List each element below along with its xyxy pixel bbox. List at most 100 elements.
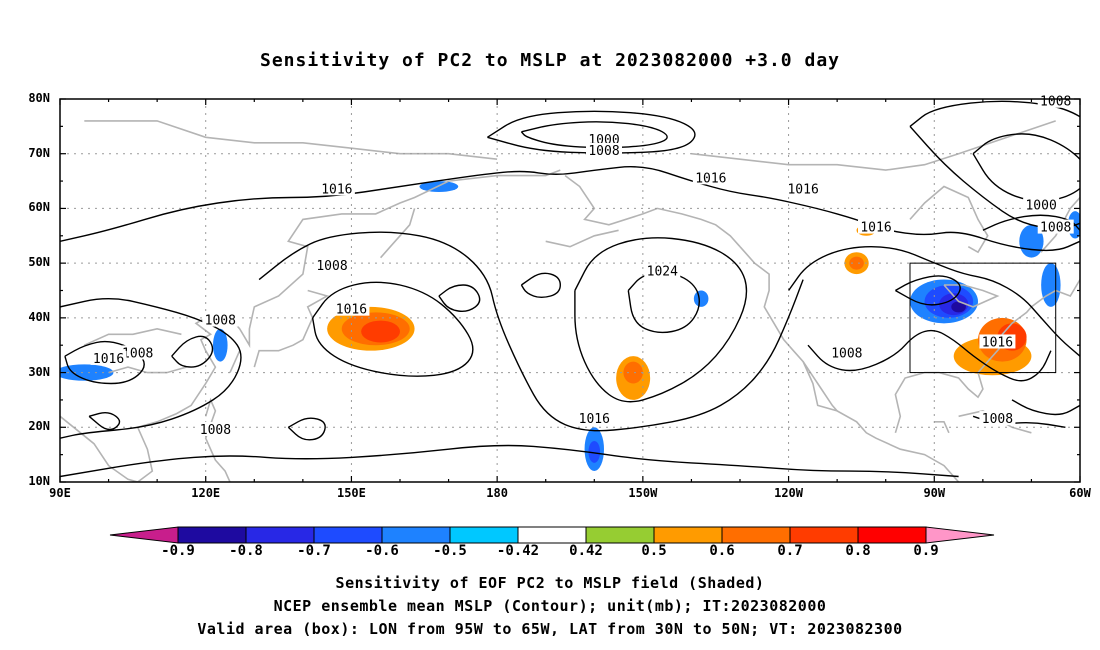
colorbar-min-arrow bbox=[109, 526, 179, 544]
colorbar-box bbox=[177, 526, 247, 544]
contour-label: 1008 bbox=[831, 346, 862, 361]
lat-label: 50N bbox=[28, 255, 50, 270]
isobar-contour bbox=[438, 284, 481, 312]
coastline bbox=[253, 289, 330, 368]
coastline bbox=[564, 174, 741, 248]
colorbar bbox=[109, 526, 995, 544]
contour-label-bg bbox=[333, 301, 370, 316]
isobar-contour bbox=[895, 275, 961, 306]
isobar-contour bbox=[788, 245, 1080, 357]
isobar-contour bbox=[60, 166, 1080, 252]
colorbar-box bbox=[517, 526, 587, 544]
colorbar-tick-label: -0.7 bbox=[297, 543, 331, 559]
lon-label: 150E bbox=[336, 486, 366, 500]
colorbar-tick-label: 0.7 bbox=[777, 543, 803, 559]
lon-label: 120E bbox=[191, 486, 221, 500]
shaded-region bbox=[849, 256, 864, 270]
colorbar-max-arrow bbox=[925, 526, 995, 544]
coastline bbox=[943, 284, 1000, 308]
colorbar-box bbox=[857, 526, 927, 544]
colorbar-tick-label: -0.6 bbox=[365, 543, 399, 559]
contour-label-bg bbox=[979, 411, 1016, 426]
lat-label: 80N bbox=[28, 91, 50, 105]
isobar-contour bbox=[520, 121, 668, 149]
lon-label: 150W bbox=[628, 486, 658, 500]
colorbar-tick-label: -0.5 bbox=[433, 543, 467, 559]
contour-label: 1008 bbox=[982, 412, 1013, 427]
caption-line-3: Valid area (box): LON from 95W to 65W, L… bbox=[197, 620, 903, 638]
contour-label-bg bbox=[318, 181, 355, 196]
contour-label-bg bbox=[828, 345, 865, 360]
shaded-region bbox=[693, 290, 709, 307]
contour-label-bg bbox=[586, 132, 622, 147]
isobar-contour bbox=[982, 214, 1080, 231]
contour-label: 1008 bbox=[1040, 221, 1071, 236]
contour-label: 1016 bbox=[695, 171, 726, 186]
contour-label: 1008 bbox=[200, 423, 231, 438]
isobar-contour bbox=[171, 335, 214, 368]
coastline bbox=[909, 185, 989, 254]
contour-label: 1008 bbox=[316, 259, 347, 274]
colorbar-box bbox=[585, 526, 655, 544]
axis-ticks bbox=[59, 98, 1081, 483]
coastline bbox=[739, 246, 960, 482]
contour-label-bg bbox=[119, 345, 156, 360]
coastline bbox=[802, 361, 838, 412]
isobar-contour bbox=[627, 271, 700, 334]
shaded-region bbox=[623, 361, 643, 384]
contour-label: 1008 bbox=[588, 144, 619, 159]
caption-line-2: NCEP ensemble mean MSLP (Contour); unit(… bbox=[273, 597, 827, 615]
colorbar-box bbox=[721, 526, 791, 544]
coastline bbox=[60, 169, 561, 482]
shaded-region bbox=[213, 328, 228, 362]
colorbar-tick-label: 0.42 bbox=[569, 543, 603, 559]
contour-label-bg bbox=[576, 411, 613, 426]
colorbar-tick-label: 0.5 bbox=[641, 543, 667, 559]
coastline bbox=[229, 350, 241, 373]
lon-label: 90E bbox=[49, 486, 71, 500]
contour-label: 1016 bbox=[787, 182, 818, 197]
isobar-contour bbox=[311, 281, 474, 377]
colorbar-box bbox=[381, 526, 451, 544]
coastline bbox=[108, 366, 187, 374]
isobar-contour bbox=[60, 298, 242, 439]
map-title: Sensitivity of PC2 to MSLP at 2023082000… bbox=[259, 50, 840, 71]
contour-label-bg bbox=[1037, 93, 1074, 108]
contour-label-bg bbox=[692, 170, 729, 185]
isobar-contour bbox=[574, 237, 748, 403]
shaded-region bbox=[60, 364, 114, 381]
lon-label: 60W bbox=[1069, 486, 1091, 500]
colorbar-box bbox=[789, 526, 859, 544]
coastline bbox=[545, 229, 619, 248]
shaded-region bbox=[361, 320, 401, 343]
colorbar-tick-label: -0.9 bbox=[161, 543, 195, 559]
isobar-contour bbox=[972, 133, 1080, 202]
contour-label-bg bbox=[1023, 197, 1060, 212]
contour-label: 1008 bbox=[205, 314, 236, 329]
shaded-region bbox=[951, 301, 966, 313]
isobar-contour bbox=[60, 444, 959, 478]
colorbar-tick-label: -0.42 bbox=[496, 543, 540, 559]
contour-label: 1016 bbox=[860, 221, 891, 236]
contour-label: 1016 bbox=[982, 335, 1013, 350]
coastline bbox=[84, 120, 498, 160]
lat-label: 60N bbox=[28, 200, 50, 215]
contour-label-bg bbox=[202, 312, 239, 327]
contour-label-bg bbox=[90, 350, 127, 365]
contour-label-bg bbox=[197, 422, 234, 437]
isobar-contour bbox=[909, 100, 1080, 229]
coastline bbox=[379, 208, 416, 259]
isobar-contour bbox=[487, 110, 696, 154]
colorbar-tick-label: -0.8 bbox=[229, 543, 263, 559]
colorbar-box bbox=[653, 526, 723, 544]
contour-label: 1016 bbox=[321, 182, 352, 197]
contour-label-bg bbox=[785, 181, 822, 196]
contour-label-bg bbox=[979, 334, 1016, 349]
isobar-contour bbox=[258, 231, 804, 432]
coastline bbox=[83, 327, 182, 346]
lat-label: 40N bbox=[28, 309, 50, 324]
isobar-contour bbox=[520, 272, 562, 299]
contour-label: 1024 bbox=[647, 264, 678, 279]
contour-label: 1008 bbox=[122, 346, 153, 361]
valid-area-box bbox=[909, 262, 1057, 374]
